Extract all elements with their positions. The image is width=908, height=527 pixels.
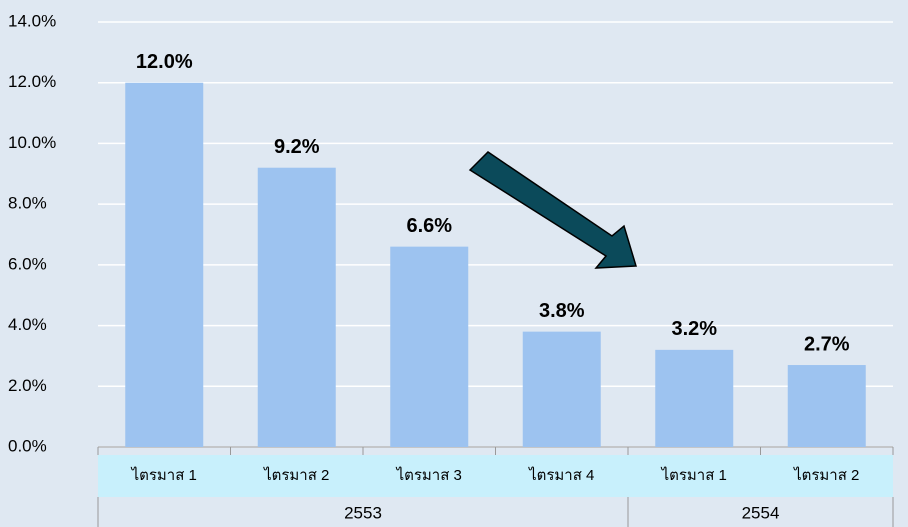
y-tick-label: 10.0% [8,133,56,152]
category-band [98,455,893,497]
bar [125,82,204,447]
bar [655,349,734,447]
y-tick-label: 12.0% [8,72,56,91]
bar [390,246,469,447]
bar [522,331,601,447]
value-label: 3.2% [671,318,717,340]
x-tick-label: ไตรมาส 3 [396,466,462,484]
group-label: 2553 [344,503,382,522]
y-tick-label: 6.0% [8,254,47,273]
value-label: 12.0% [136,51,193,73]
value-label: 3.8% [539,300,585,322]
y-tick-label: 8.0% [8,194,47,213]
value-label: 9.2% [274,136,320,158]
y-tick-label: 0.0% [8,436,47,455]
y-tick-label: 14.0% [8,11,56,30]
value-label: 6.6% [406,215,452,237]
bar [787,365,866,447]
bar [257,167,336,447]
x-tick-label: ไตรมาส 4 [528,466,594,484]
x-tick-label: ไตรมาส 1 [661,466,727,484]
y-tick-label: 4.0% [8,315,47,334]
y-tick-label: 2.0% [8,376,47,395]
x-tick-label: ไตรมาส 1 [131,466,197,484]
group-label: 2554 [742,503,780,522]
x-tick-label: ไตรมาส 2 [263,466,329,484]
trend-arrow [468,151,637,269]
value-label: 2.7% [804,333,850,355]
x-tick-label: ไตรมาส 2 [793,466,859,484]
